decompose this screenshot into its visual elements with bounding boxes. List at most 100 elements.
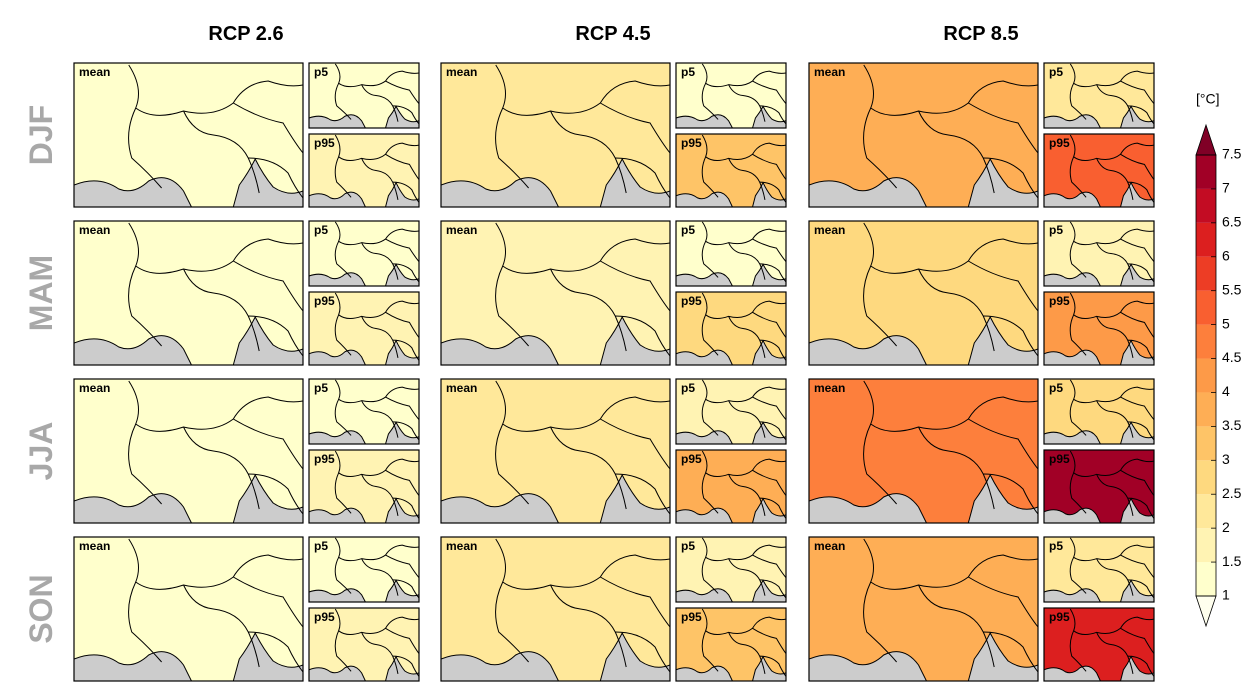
sea bbox=[1044, 589, 1100, 602]
border bbox=[729, 632, 765, 674]
border bbox=[496, 424, 529, 504]
border bbox=[729, 401, 765, 438]
border bbox=[760, 106, 786, 124]
border bbox=[184, 427, 260, 509]
border bbox=[129, 381, 303, 431]
border bbox=[129, 223, 303, 273]
border bbox=[362, 316, 398, 358]
colorbar-over-arrow bbox=[1195, 123, 1217, 156]
colorbar-swatch bbox=[1196, 392, 1216, 427]
border bbox=[335, 609, 419, 635]
border bbox=[729, 243, 765, 280]
colorbar-swatch bbox=[1196, 155, 1216, 189]
border bbox=[386, 628, 419, 653]
colorbar-tick-label: 6.5 bbox=[1222, 214, 1242, 230]
border bbox=[393, 182, 419, 202]
border bbox=[248, 632, 303, 672]
panel-frame bbox=[1043, 536, 1155, 603]
border bbox=[248, 158, 303, 198]
border bbox=[1097, 559, 1133, 596]
border bbox=[1097, 158, 1133, 200]
border bbox=[1070, 631, 1086, 672]
border bbox=[1128, 264, 1154, 282]
border bbox=[129, 65, 303, 115]
panel-frame bbox=[308, 62, 420, 129]
colorbar-swatch bbox=[1196, 256, 1216, 291]
border bbox=[496, 223, 670, 273]
map-panel bbox=[441, 221, 670, 365]
sea bbox=[1044, 273, 1100, 286]
border bbox=[335, 293, 419, 319]
border bbox=[129, 266, 162, 346]
colorbar-tick-label: 4 bbox=[1222, 383, 1230, 399]
colorbar-swatch bbox=[1196, 494, 1216, 529]
colorbar-under-arrow bbox=[1195, 595, 1217, 628]
border bbox=[1128, 340, 1154, 360]
sea bbox=[968, 633, 1038, 681]
panel-frame bbox=[675, 62, 787, 129]
sea bbox=[676, 192, 732, 207]
panel-label: p95 bbox=[681, 452, 702, 466]
border bbox=[1128, 498, 1154, 518]
sea bbox=[600, 633, 670, 681]
panel-label: p5 bbox=[1049, 223, 1063, 237]
border bbox=[335, 538, 419, 561]
border bbox=[864, 223, 1038, 273]
border bbox=[760, 498, 786, 518]
panel-frame bbox=[308, 133, 420, 208]
panel-frame bbox=[440, 62, 671, 208]
colorbar-swatch bbox=[1196, 188, 1216, 223]
map-panel bbox=[309, 537, 419, 602]
border bbox=[702, 241, 718, 277]
panel-frame bbox=[73, 378, 304, 524]
border bbox=[1097, 85, 1133, 122]
map-panel bbox=[676, 537, 786, 602]
border bbox=[702, 473, 718, 514]
border bbox=[729, 85, 765, 122]
map-panel bbox=[309, 292, 419, 365]
border bbox=[615, 316, 670, 356]
sea bbox=[309, 192, 365, 207]
border bbox=[496, 381, 670, 431]
panel-label: mean bbox=[79, 539, 110, 553]
border bbox=[753, 154, 786, 179]
panel-frame bbox=[675, 133, 787, 208]
border bbox=[1128, 656, 1154, 676]
panel-label: p95 bbox=[314, 294, 335, 308]
sea bbox=[1121, 341, 1154, 365]
map-panel bbox=[1044, 134, 1154, 207]
map-panel bbox=[676, 221, 786, 286]
border bbox=[1128, 182, 1154, 202]
border bbox=[919, 111, 995, 193]
border bbox=[1121, 470, 1154, 495]
border bbox=[551, 427, 627, 509]
border bbox=[753, 81, 786, 104]
sea bbox=[968, 317, 1038, 365]
colorbar-tick-label: 5 bbox=[1222, 315, 1230, 331]
border bbox=[615, 632, 670, 672]
sea bbox=[968, 475, 1038, 523]
panel-frame bbox=[808, 220, 1039, 366]
colorbar-swatch bbox=[1196, 290, 1216, 325]
map-panel bbox=[1044, 292, 1154, 365]
colorbar-swatch bbox=[1196, 562, 1216, 596]
border bbox=[1070, 315, 1086, 356]
sea bbox=[309, 273, 365, 286]
sea bbox=[753, 183, 786, 207]
sea bbox=[386, 106, 419, 128]
map-panel bbox=[676, 450, 786, 523]
border bbox=[1097, 243, 1133, 280]
panel-frame bbox=[440, 220, 671, 366]
colorbar-tick-label: 3.5 bbox=[1222, 417, 1242, 433]
column-title: RCP 8.5 bbox=[943, 23, 1018, 45]
map-panel bbox=[74, 63, 303, 207]
map-panel bbox=[676, 292, 786, 365]
panel-frame bbox=[73, 62, 304, 208]
border bbox=[386, 81, 419, 104]
panel-label: p95 bbox=[681, 610, 702, 624]
border bbox=[1097, 401, 1133, 438]
sea bbox=[1121, 422, 1154, 444]
border bbox=[1070, 399, 1086, 435]
sea bbox=[309, 589, 365, 602]
